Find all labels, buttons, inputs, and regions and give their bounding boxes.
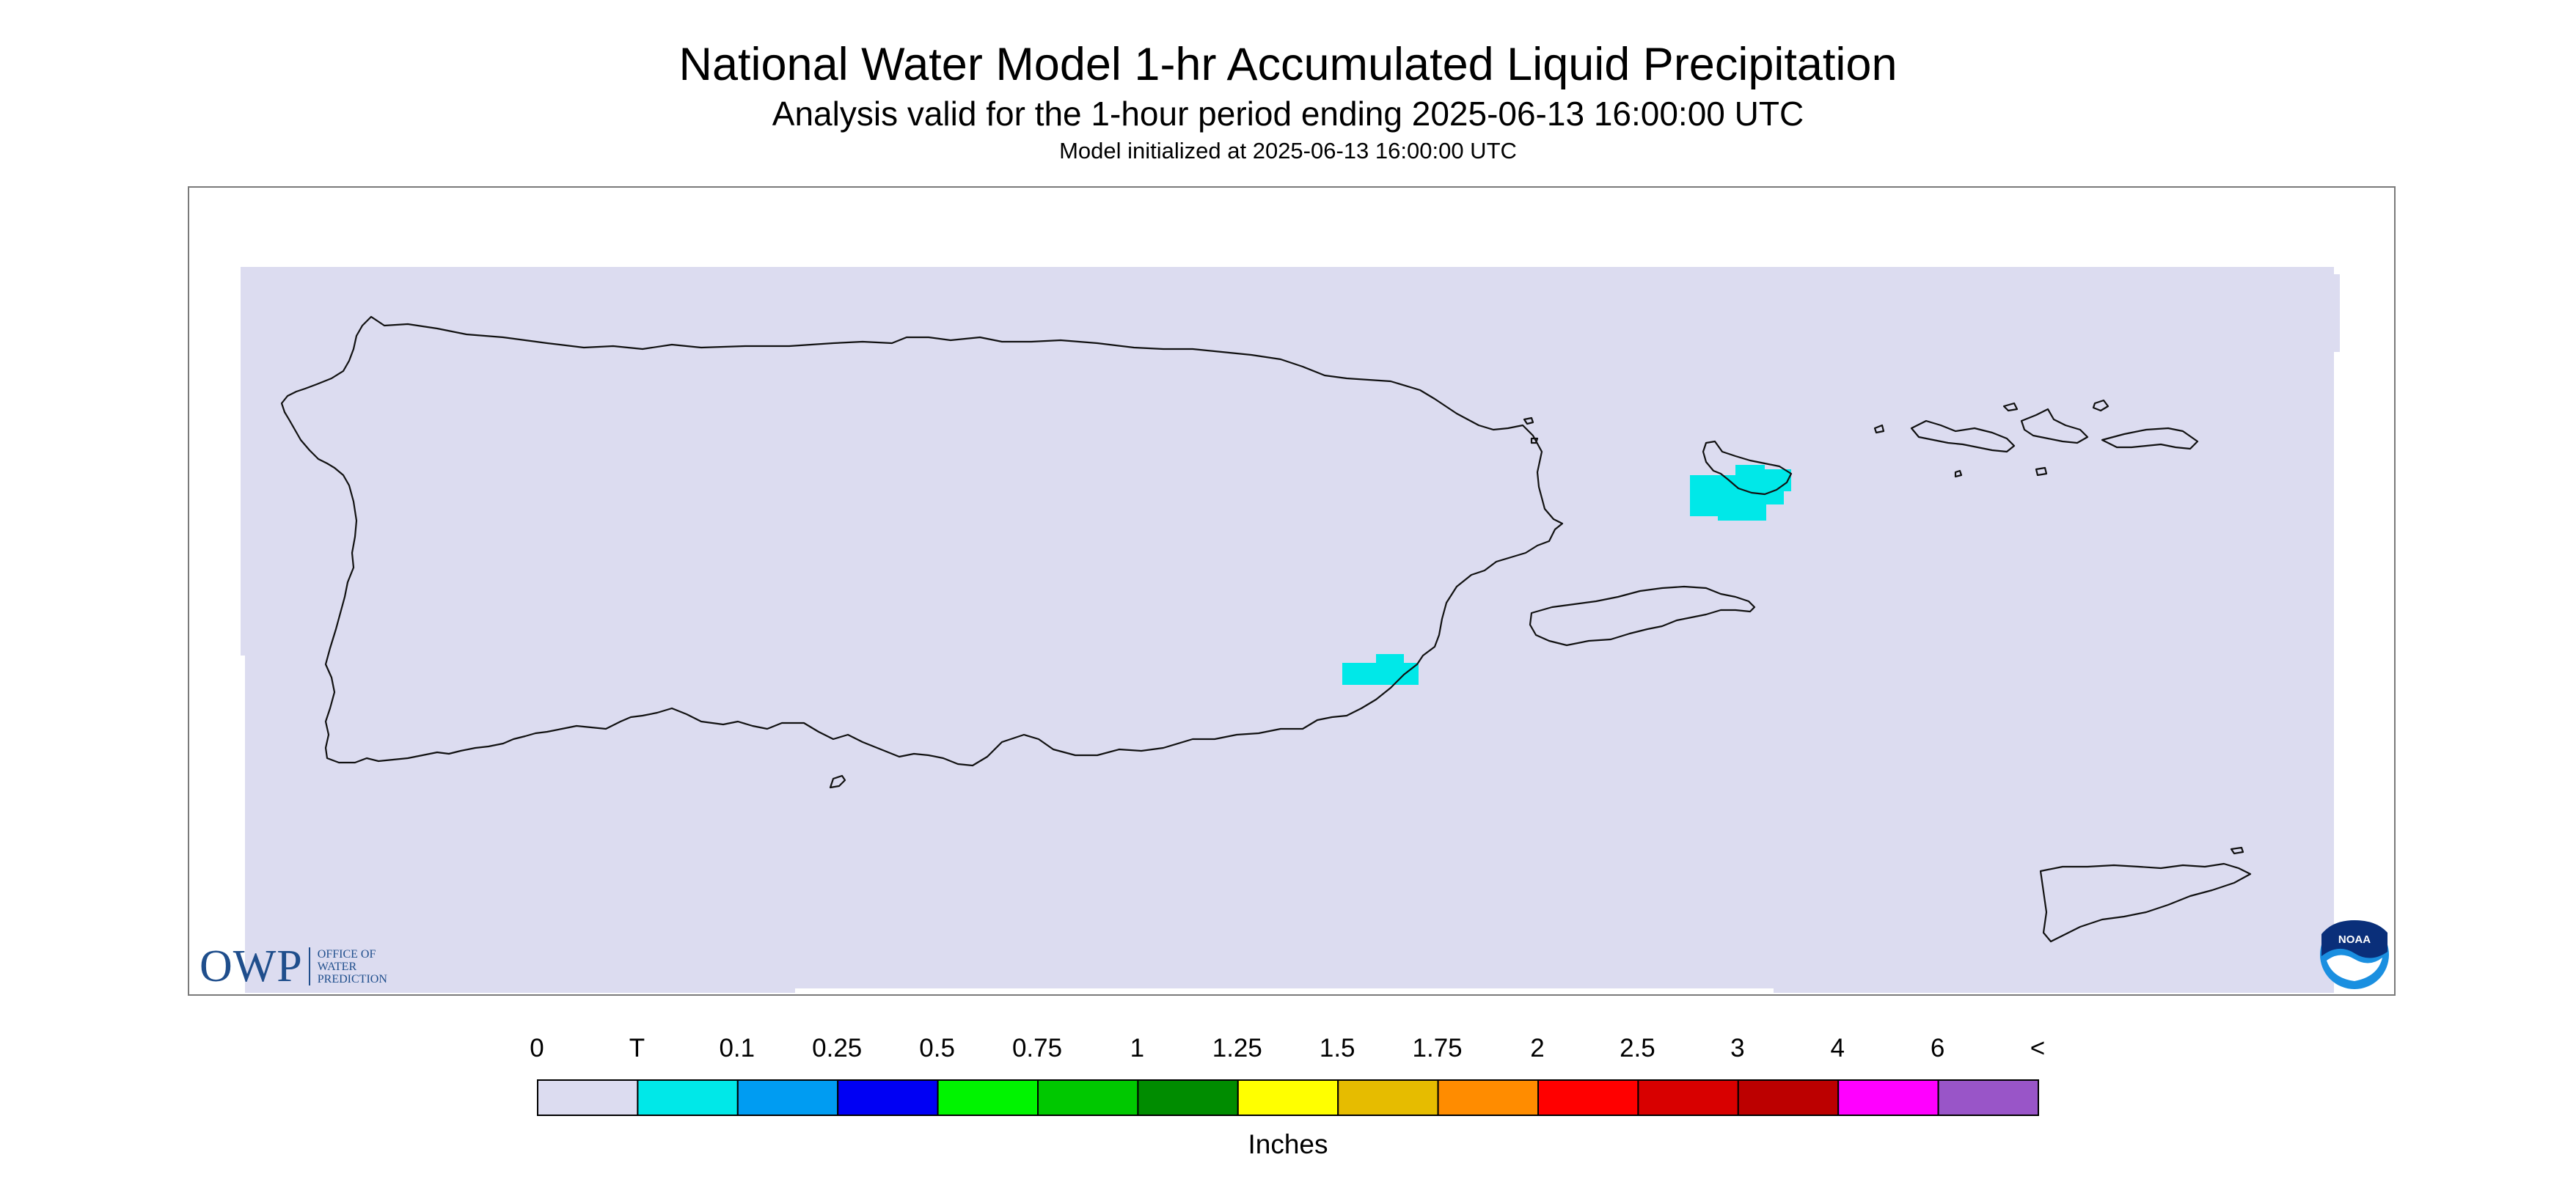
legend-swatch [637, 1079, 739, 1116]
legend-tick-label: 2.5 [1620, 1034, 1655, 1062]
legend-swatch [1337, 1079, 1439, 1116]
legend-tick-label: 0.5 [919, 1034, 955, 1062]
legend-tick-label: 0.1 [719, 1034, 755, 1062]
island-cayo [1530, 437, 1539, 444]
island-culebra [1702, 440, 1793, 496]
legend-swatch [736, 1079, 839, 1116]
precip-cell [1376, 654, 1404, 666]
chart-subtitle: Analysis valid for the 1-hour period end… [772, 95, 1804, 133]
noaa-logo: NOAA [2320, 920, 2389, 989]
island-bvi-1 [2101, 427, 2199, 450]
legend-swatch [937, 1079, 1039, 1116]
noaa-logo-gull [2327, 955, 2382, 981]
legend-swatch [837, 1079, 939, 1116]
island-buck [2230, 846, 2244, 855]
island-st-croix [2039, 862, 2252, 943]
legend-tick-label: 1.25 [1212, 1034, 1262, 1062]
island-bvi-6 [1954, 469, 1963, 478]
owp-logo-text: OWP [200, 941, 303, 991]
precip-cell [1735, 465, 1765, 482]
island-bvi-4 [1873, 424, 1885, 434]
chart-title: National Water Model 1-hr Accumulated Li… [678, 39, 1898, 90]
owp-logo-subtext: OFFICE OF WATER PREDICTION [318, 948, 387, 985]
domain-fill [238, 267, 2338, 993]
legend-tick-label: 1.75 [1412, 1034, 1463, 1062]
legend-tick-label: 0 [530, 1034, 544, 1062]
island-puerto-rico [280, 315, 1564, 767]
island-bvi-5 [2035, 466, 2048, 477]
precip-cell [1690, 475, 1718, 516]
legend-tick-label: 0.75 [1011, 1034, 1063, 1062]
legend-tick-label: T [629, 1034, 645, 1062]
legend-swatch [1037, 1079, 1139, 1116]
legend-swatch [1237, 1079, 1339, 1116]
coastlines [280, 315, 2252, 943]
legend-tick-label: < [2030, 1034, 2046, 1062]
noaa-logo-top [2321, 920, 2387, 958]
island-st-john [2020, 408, 2089, 444]
legend-swatch [1437, 1079, 1539, 1116]
owp-line: OFFICE OF [317, 947, 376, 961]
owp-line: WATER [317, 960, 357, 973]
island-bvi-3 [2002, 402, 2019, 412]
map-canvas [238, 267, 2340, 993]
legend-tick-label: 2 [1530, 1034, 1545, 1062]
legend-tick-label: 6 [1930, 1034, 1945, 1062]
owp-line: PREDICTION [317, 972, 387, 985]
legend-swatch [1637, 1079, 1739, 1116]
noaa-logo-text: NOAA [2338, 933, 2371, 946]
legend-labels: 0 T 0.1 0.25 0.5 0.75 1 1.25 1.5 1.75 2 2.5 3 4 6 < [0, 1034, 2576, 1071]
precip-cell [1718, 503, 1740, 521]
legend-swatch [1137, 1079, 1239, 1116]
legend-swatch [1937, 1079, 2039, 1116]
domain-fill-notch [2334, 274, 2340, 352]
legend-tick-label: 1.5 [1319, 1034, 1355, 1062]
island-vieques [1529, 585, 1756, 647]
legend-tick-label: 4 [1830, 1034, 1845, 1062]
legend-swatch [1837, 1079, 1939, 1116]
owp-logo: OWP OFFICE OF WATER PREDICTION [200, 941, 387, 991]
legend-tick-label: 3 [1730, 1034, 1745, 1062]
legend-units: Inches [1248, 1129, 1328, 1159]
island-culebrita [1523, 416, 1534, 425]
model-domain [238, 267, 2340, 993]
precip-cell [1342, 663, 1419, 685]
legend-swatch [537, 1079, 639, 1116]
owp-logo-divider [308, 947, 310, 985]
island-mona [829, 774, 846, 789]
legend-swatch [1537, 1079, 1639, 1116]
model-init-line: Model initialized at 2025-06-13 16:00:00… [1059, 138, 1517, 164]
island-bvi-2 [2092, 399, 2110, 412]
precip-cell [1763, 469, 1791, 491]
legend-swatch [1737, 1079, 1840, 1116]
precip-cell [1740, 503, 1766, 521]
legend-colorbar [537, 1079, 2039, 1116]
legend-tick-label: 0.25 [812, 1034, 863, 1062]
legend-tick-label: 1 [1130, 1034, 1145, 1062]
island-st-thomas [1910, 419, 2016, 453]
precip-layer [1342, 465, 1791, 685]
